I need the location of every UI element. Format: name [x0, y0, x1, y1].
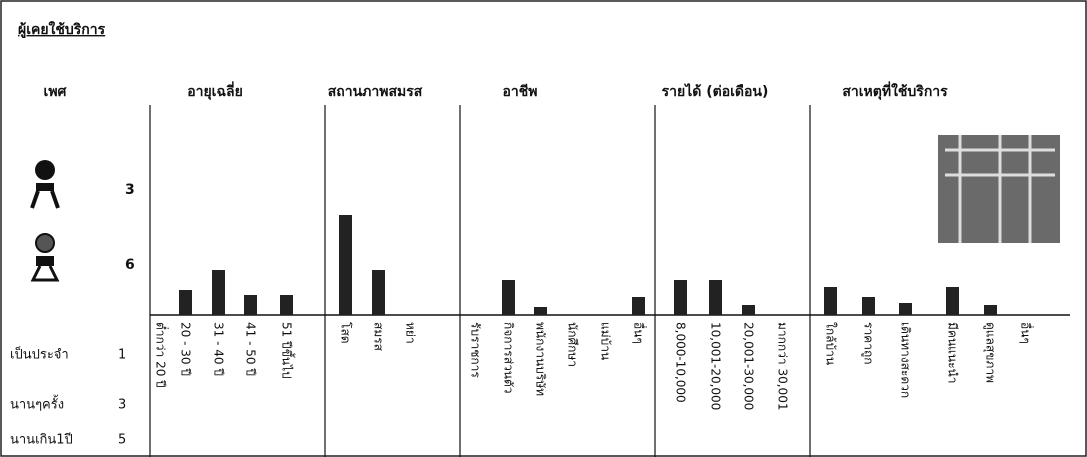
- category-label: มีคนแนะนำ: [946, 322, 960, 383]
- category-label: 41 - 50 ปี: [244, 322, 258, 376]
- category-label: 20 - 30 ปี: [179, 322, 193, 376]
- bar: [372, 270, 385, 315]
- group-header: สถานภาพสมรส: [328, 84, 423, 100]
- category-label: 31 - 40 ปี: [212, 322, 226, 376]
- category-label: โสด: [339, 322, 353, 344]
- bar: [212, 270, 225, 315]
- category-label: ดูแลสุขภาพ: [983, 322, 998, 383]
- female-icon: [30, 233, 60, 282]
- category-label: 51 ปีขึ้นไป: [280, 322, 296, 379]
- bar: [339, 215, 352, 315]
- category-label: 10,001-20,000: [709, 322, 723, 410]
- female-count: 6: [125, 257, 135, 273]
- male-count: 3: [125, 182, 135, 198]
- category-label: ใกล้บ้าน: [824, 322, 838, 365]
- bar: [244, 295, 257, 315]
- bar: [709, 280, 722, 315]
- category-label: กิจการส่วนตัว: [502, 322, 516, 394]
- frequency-label: นานๆครั้ง: [10, 395, 64, 413]
- category-label: อื่นๆ: [632, 322, 648, 344]
- bar: [742, 305, 755, 315]
- frequency-value: 5: [118, 433, 126, 448]
- category-label: ราคาถูก: [861, 322, 876, 364]
- bar: [179, 290, 192, 315]
- group-header: อาชีพ: [503, 84, 538, 100]
- bar: [899, 303, 912, 315]
- frequency-value: 1: [118, 348, 126, 363]
- category-label: 8,000-10,000: [674, 322, 688, 403]
- bar: [502, 280, 515, 315]
- bar: [984, 305, 997, 315]
- sex-header: เพศ: [44, 84, 68, 100]
- category-label: รับราชการ: [469, 322, 483, 378]
- category-label: 20,001-30,000: [742, 322, 756, 410]
- bar: [534, 307, 547, 315]
- bar: [946, 287, 959, 315]
- category-label: สมรส: [372, 322, 386, 352]
- group-header: สาเหตุที่ใช้บริการ: [842, 81, 948, 100]
- category-label: เดินทางสะดวก: [899, 322, 913, 398]
- photo-detail: [945, 135, 1055, 243]
- category-label: นักศึกษา: [566, 322, 580, 367]
- frequency-label: เป็นประจำ: [10, 345, 69, 363]
- group-header: อายุเฉลี่ย: [187, 81, 243, 100]
- bar: [674, 280, 687, 315]
- bar: [632, 297, 645, 315]
- category-label: มากกว่า 30,001: [776, 322, 790, 410]
- bar: [280, 295, 293, 315]
- group-header: รายได้ (ต่อเดือน): [662, 82, 769, 100]
- male-icon: [30, 160, 60, 209]
- category-label: ต่ำกว่า 20 ปี: [154, 322, 170, 388]
- category-label: พนักงานบริษัท: [534, 322, 548, 396]
- bar: [862, 297, 875, 315]
- bar: [824, 287, 837, 315]
- category-label: หย่า: [404, 322, 418, 344]
- title: ผู้เคยใช้บริการ: [18, 20, 106, 38]
- frequency-label: นานเกิน1ปี: [10, 432, 73, 448]
- frequency-value: 3: [118, 398, 126, 413]
- category-label: แม่บ้าน: [599, 322, 613, 360]
- category-label: อื่นๆ: [1019, 322, 1035, 344]
